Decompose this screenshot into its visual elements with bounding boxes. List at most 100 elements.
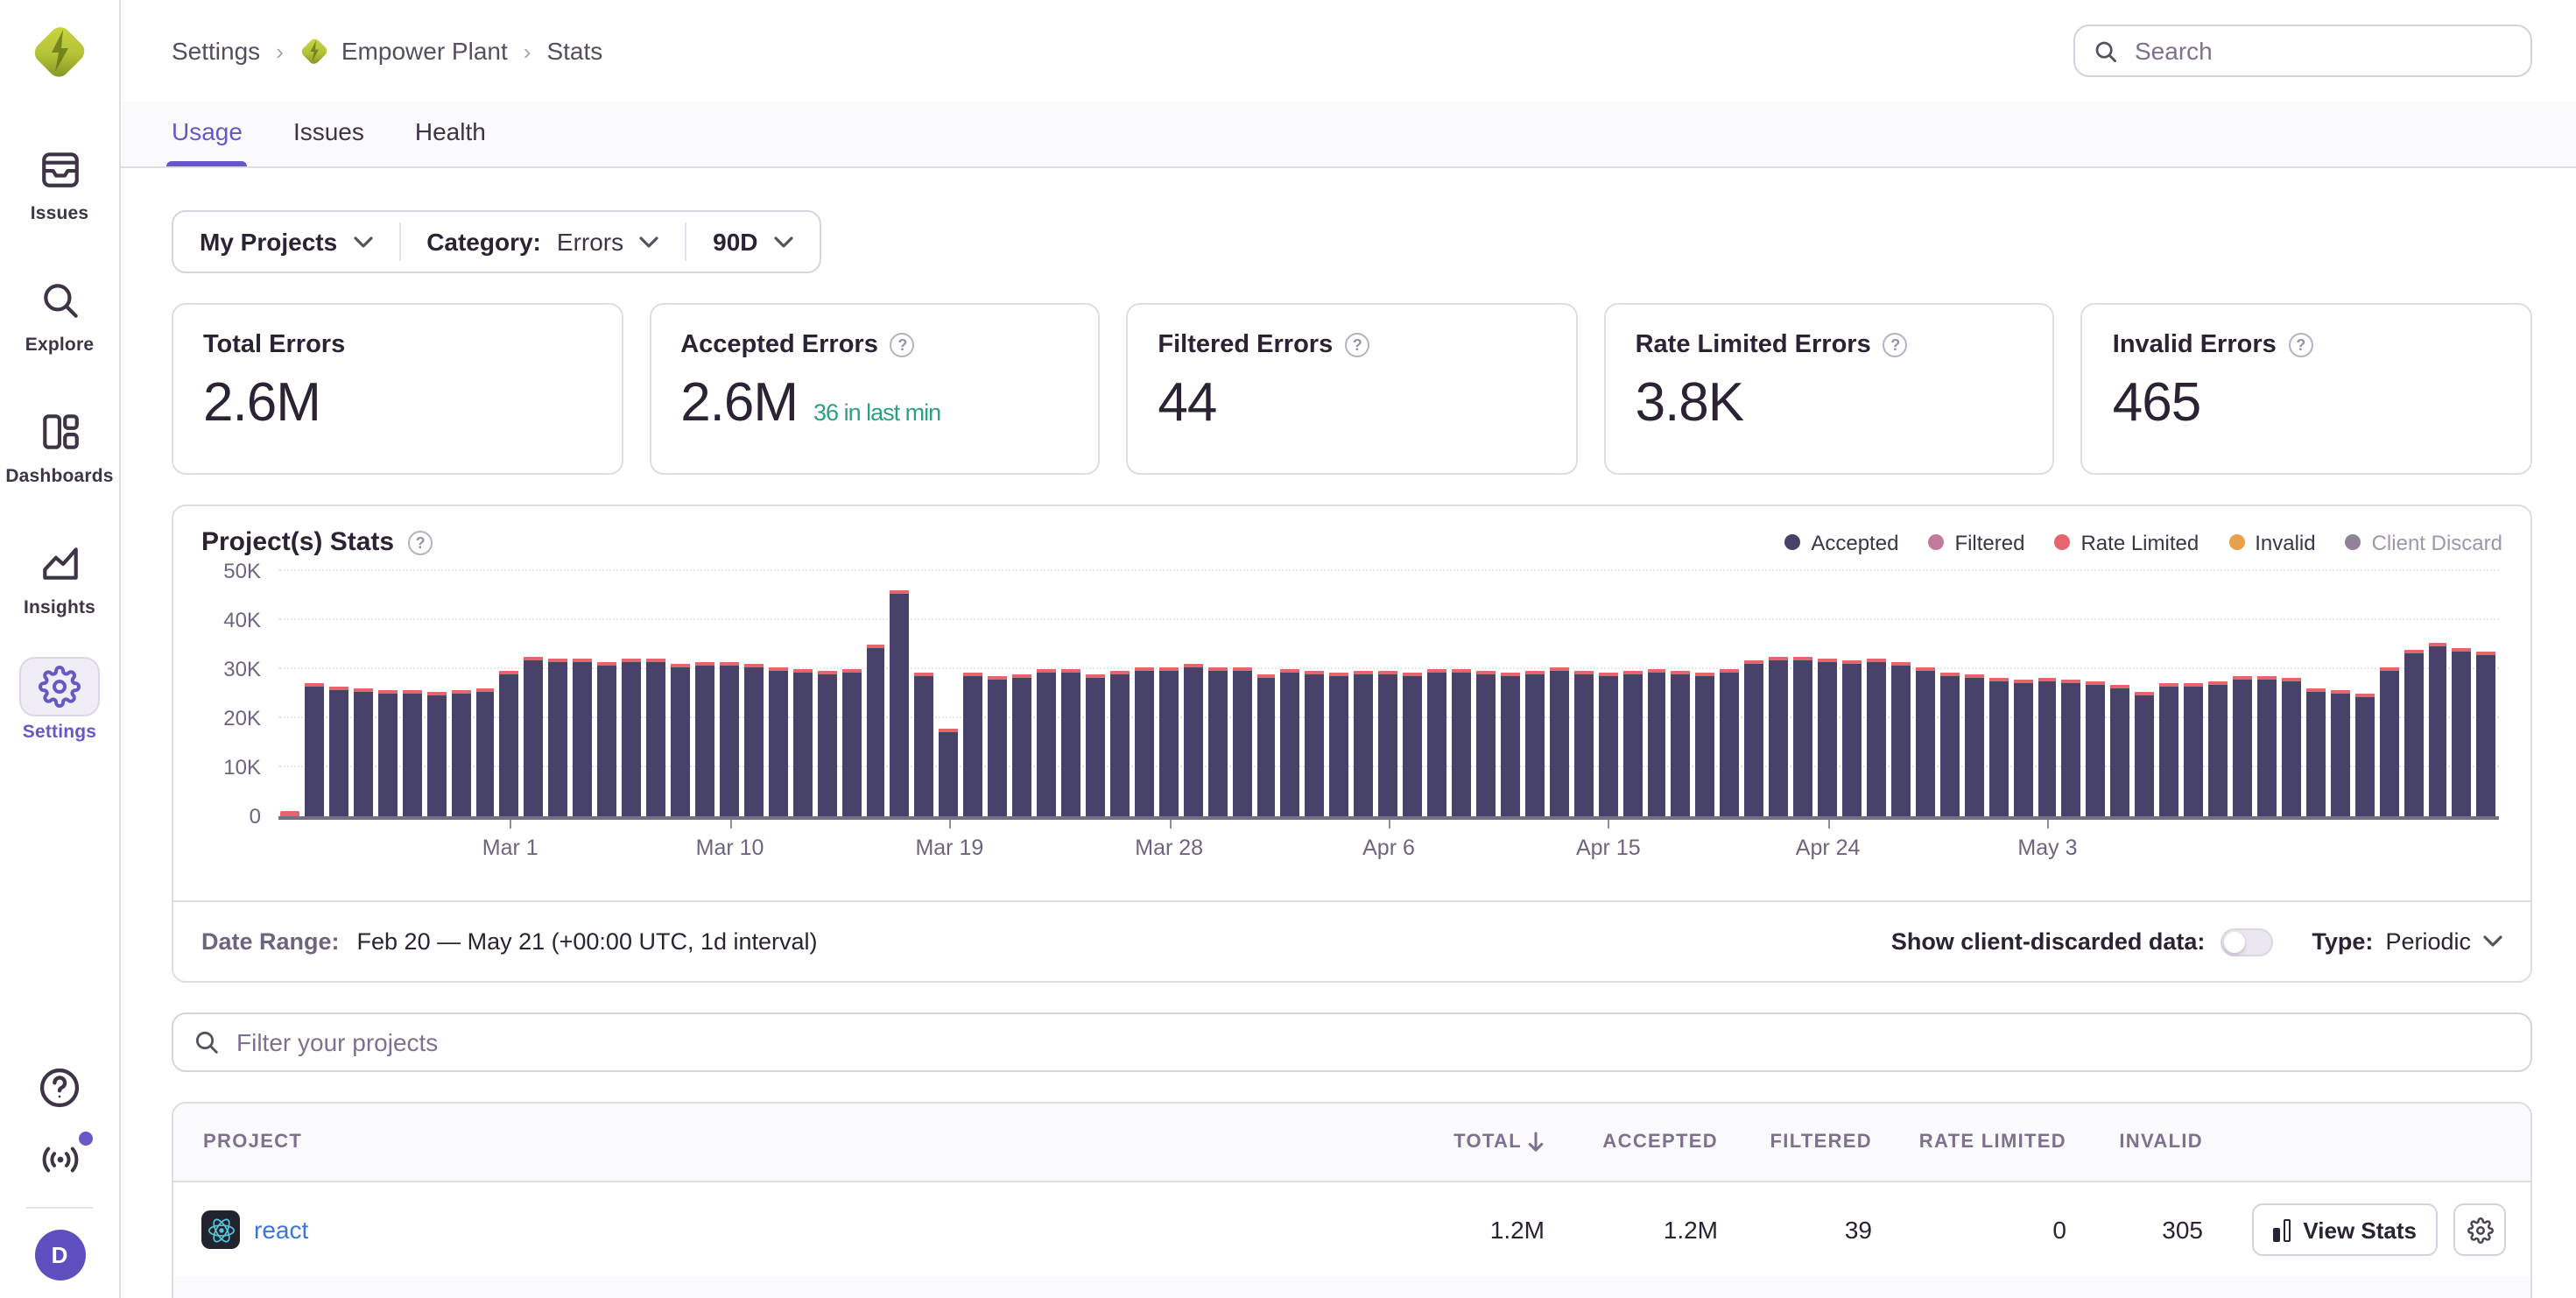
chart-bar (2135, 691, 2155, 816)
legend-dot (1928, 534, 1945, 550)
stat-card: Total Errors 2.6M (172, 303, 623, 475)
column-header-invalid[interactable]: INVALID (2119, 1132, 2203, 1153)
legend-item-invalid[interactable]: Invalid (2228, 530, 2316, 554)
chart-bar (1158, 667, 1179, 816)
stat-card-title: Invalid Errors (2112, 331, 2277, 359)
chart-bar (671, 663, 690, 816)
column-header-total[interactable]: TOTAL (1387, 1132, 1545, 1153)
chart-bar (890, 590, 910, 816)
breadcrumb-settings[interactable]: Settings (172, 37, 261, 65)
y-tick-label: 50K (223, 559, 261, 583)
tab-health[interactable]: Health (414, 117, 486, 145)
sidebar-item-issues[interactable]: Issues (4, 138, 116, 224)
project-selector-label: My Projects (200, 228, 338, 256)
tab-usage[interactable]: Usage (165, 102, 249, 166)
chart-bar (1329, 672, 1349, 816)
project-filter-input[interactable] (172, 1012, 2532, 1072)
breadcrumb-project[interactable]: Empower Plant (299, 33, 508, 68)
sidebar-item-explore[interactable]: Explore (4, 270, 116, 356)
project-settings-gear-button[interactable] (2453, 1203, 2506, 1256)
filter-divider (685, 222, 687, 261)
y-tick-label: 0 (249, 804, 261, 829)
issues-inbox-icon (19, 138, 100, 198)
project-selector[interactable]: My Projects (173, 212, 398, 272)
chart-bar (2476, 651, 2496, 816)
sidebar-item-label: Settings (22, 722, 97, 743)
chart-bar (1256, 674, 1276, 816)
legend-item-client-discard[interactable]: Client Discard (2345, 530, 2502, 554)
chart-bar (1598, 672, 1618, 816)
help-circle-icon[interactable]: ? (2288, 333, 2313, 357)
legend-label: Invalid (2255, 530, 2316, 554)
chart-bar (2281, 678, 2301, 816)
chart-bar (328, 686, 348, 816)
legend-dot (2228, 534, 2245, 550)
stat-card: Accepted Errors? 2.6M 36 in last min (649, 303, 1101, 475)
broadcast-icon[interactable] (36, 1132, 92, 1181)
legend-dot (2054, 534, 2071, 550)
chart-bar (377, 690, 398, 816)
category-selector[interactable]: Category: Errors (400, 212, 685, 272)
legend-item-accepted[interactable]: Accepted (1784, 530, 1898, 554)
chart-bar (573, 658, 593, 816)
chart-bar (353, 688, 373, 816)
help-circle-icon[interactable]: ? (1345, 333, 1370, 357)
column-header-filtered[interactable]: FILTERED (1770, 1132, 1872, 1153)
gear-icon (19, 657, 100, 716)
chart-bar (939, 728, 959, 816)
notification-dot (78, 1132, 92, 1146)
accepted-value: 1.2M (1663, 1216, 1718, 1244)
view-stats-button[interactable]: View Stats (2252, 1203, 2438, 1256)
chart-bar (1403, 672, 1423, 816)
type-value: Periodic (2385, 928, 2471, 955)
column-header-rate-limited[interactable]: RATE LIMITED (1918, 1132, 2066, 1153)
chart-bar (426, 692, 447, 816)
x-tick-label: Apr 15 (1575, 836, 1641, 860)
chart-bar (597, 661, 617, 816)
filter-bar: My Projects Category: Errors 90D (172, 210, 821, 273)
help-button[interactable] (37, 1065, 82, 1111)
project-link[interactable]: react (254, 1216, 309, 1244)
chart-bar (1793, 657, 1813, 816)
chart-bar (694, 661, 714, 816)
sidebar-item-settings[interactable]: Settings (4, 657, 116, 743)
sidebar-item-dashboards[interactable]: Dashboards (4, 401, 116, 487)
stat-card: Invalid Errors? 465 (2080, 303, 2532, 475)
type-selector[interactable]: Type: Periodic (2312, 928, 2502, 955)
main-area: Settings › Empower Plant › Stats (121, 0, 2576, 1298)
chart-bar (2110, 684, 2130, 816)
stat-card-title: Filtered Errors (1158, 331, 1334, 359)
chart-bar (1818, 658, 1837, 816)
legend-item-rate-limited[interactable]: Rate Limited (2054, 530, 2199, 554)
chart-bar (304, 683, 324, 816)
sidebar: Issues Explore Dashboards (0, 0, 121, 1298)
user-avatar[interactable]: D (34, 1230, 85, 1280)
chart-bar (2305, 688, 2326, 816)
chart-bar (719, 661, 739, 816)
tab-issues[interactable]: Issues (292, 117, 364, 145)
y-tick-label: 40K (223, 608, 261, 632)
chart-bar (1207, 667, 1228, 816)
search-icon (2095, 40, 2116, 61)
dashboards-grid-icon (19, 401, 100, 461)
sidebar-item-insights[interactable]: Insights (4, 533, 116, 618)
sidebar-item-label: Explore (25, 335, 95, 356)
chart-bar (2233, 675, 2252, 816)
legend-item-filtered[interactable]: Filtered (1928, 530, 2024, 554)
chart-bar (1037, 669, 1056, 816)
help-circle-icon[interactable]: ? (890, 333, 915, 357)
table-header: PROJECT TOTAL ACCEPTED FILTERED RATE LIMITED… (173, 1104, 2530, 1182)
search-input[interactable] (2131, 35, 2513, 67)
column-header-accepted[interactable]: ACCEPTED (1602, 1132, 1718, 1153)
global-search[interactable] (2073, 25, 2532, 77)
help-circle-icon[interactable]: ? (1883, 333, 1908, 357)
client-discard-toggle[interactable] (2221, 928, 2274, 956)
sentry-logo[interactable] (30, 16, 89, 86)
search-magnifier-icon (19, 270, 100, 329)
help-circle-icon[interactable]: ? (408, 530, 433, 554)
chart-bar (451, 689, 470, 816)
type-label: Type: (2312, 928, 2374, 955)
period-selector[interactable]: 90D (686, 212, 819, 272)
x-axis-labels: Mar 1 Mar 10 Mar 19 Mar 28 Apr 6 Apr 15 Apr 24… (278, 820, 2499, 872)
